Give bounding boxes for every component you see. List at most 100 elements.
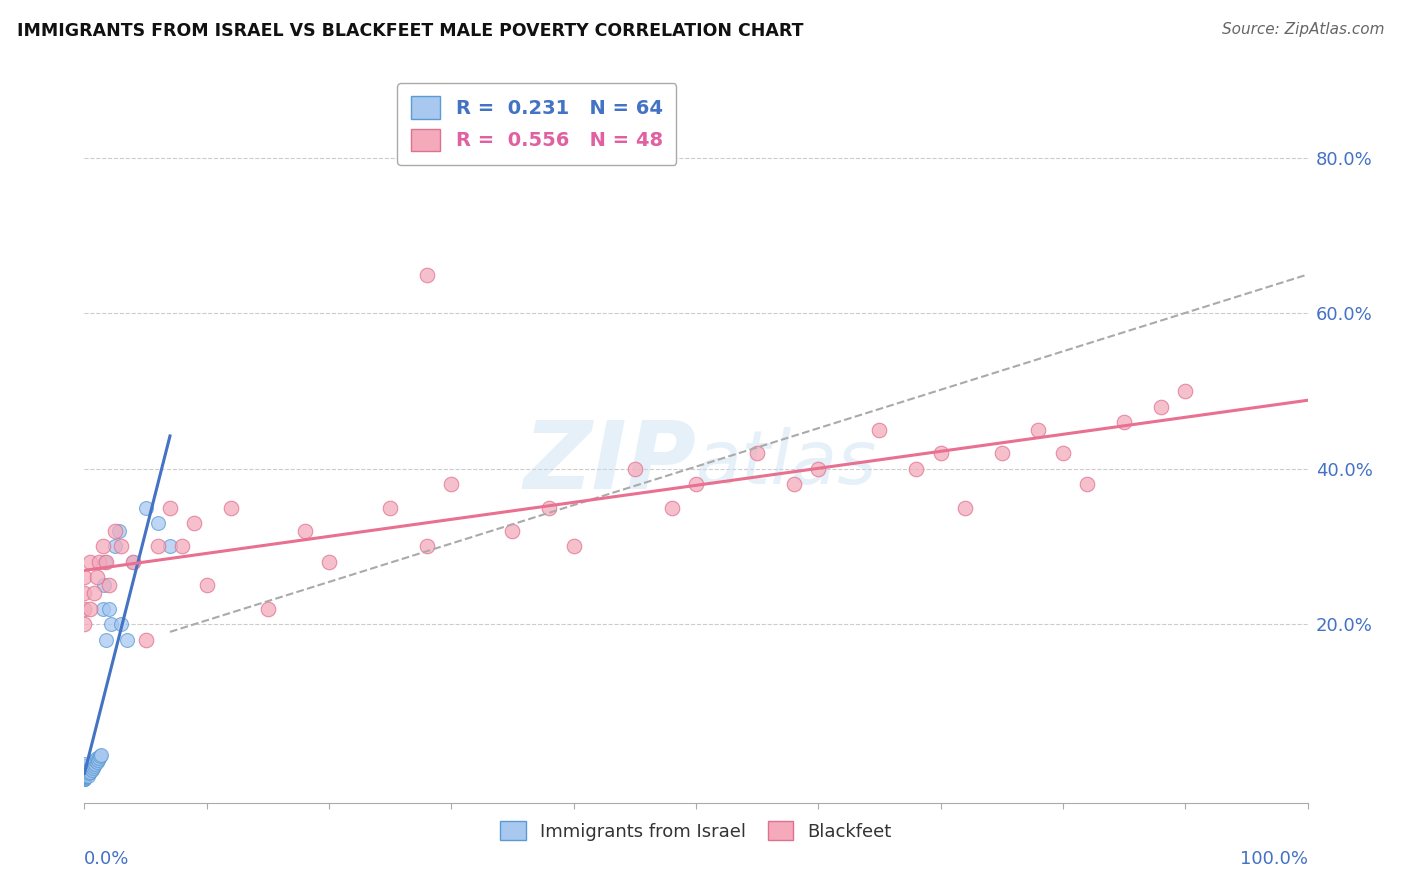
Point <box>380 500 402 515</box>
Point <box>79 601 101 615</box>
Point <box>1028 423 1050 437</box>
Point <box>73 770 96 784</box>
Point <box>440 477 463 491</box>
Point <box>953 500 976 515</box>
Point <box>538 500 561 515</box>
Point <box>83 758 105 772</box>
Point <box>783 477 806 491</box>
Point <box>318 555 340 569</box>
Point <box>93 578 115 592</box>
Point <box>159 500 181 515</box>
Point <box>73 570 96 584</box>
Point <box>73 586 96 600</box>
Point <box>84 753 107 767</box>
Point <box>77 769 100 783</box>
Point <box>73 768 96 782</box>
Point <box>110 540 132 554</box>
Point <box>73 767 96 781</box>
Point <box>79 555 101 569</box>
Point <box>73 764 96 779</box>
Point <box>94 555 117 569</box>
Point <box>146 540 169 554</box>
Point <box>73 772 96 787</box>
Point <box>135 500 157 515</box>
Point <box>929 446 952 460</box>
Point <box>104 524 127 538</box>
Point <box>107 524 129 538</box>
Point <box>624 461 647 475</box>
Point <box>685 477 707 491</box>
Point <box>73 771 96 785</box>
Point <box>97 601 120 615</box>
Point <box>991 446 1014 460</box>
Point <box>73 760 96 774</box>
Point <box>80 763 103 777</box>
Point <box>416 268 439 282</box>
Point <box>82 756 104 771</box>
Point <box>73 765 96 780</box>
Point <box>73 772 96 787</box>
Point <box>122 555 145 569</box>
Point <box>73 770 96 784</box>
Text: 100.0%: 100.0% <box>1240 850 1308 868</box>
Point <box>661 500 683 515</box>
Point <box>77 764 100 779</box>
Point <box>73 756 96 771</box>
Point <box>257 601 280 615</box>
Point <box>1150 400 1173 414</box>
Point <box>82 761 104 775</box>
Point <box>159 540 181 554</box>
Point <box>96 555 118 569</box>
Point <box>1174 384 1197 398</box>
Text: 0.0%: 0.0% <box>84 850 129 868</box>
Point <box>90 747 112 762</box>
Point <box>80 758 103 772</box>
Point <box>87 555 110 569</box>
Point <box>86 570 108 584</box>
Point <box>73 772 96 787</box>
Point <box>1114 415 1136 429</box>
Point <box>73 761 96 775</box>
Point <box>73 769 96 783</box>
Point <box>83 586 105 600</box>
Point <box>96 632 118 647</box>
Point <box>869 423 891 437</box>
Point <box>73 617 96 632</box>
Point <box>73 759 96 773</box>
Point <box>87 750 110 764</box>
Text: IMMIGRANTS FROM ISRAEL VS BLACKFEET MALE POVERTY CORRELATION CHART: IMMIGRANTS FROM ISRAEL VS BLACKFEET MALE… <box>17 22 803 40</box>
Point <box>84 756 107 771</box>
Point <box>747 446 769 460</box>
Point <box>91 540 114 554</box>
Point <box>73 764 96 778</box>
Point <box>115 632 138 647</box>
Point <box>79 764 101 779</box>
Point <box>807 461 830 475</box>
Point <box>73 763 96 777</box>
Point <box>79 761 101 775</box>
Point <box>73 764 96 779</box>
Point <box>110 617 132 632</box>
Point <box>73 768 96 782</box>
Point <box>97 578 120 592</box>
Point <box>73 763 96 777</box>
Legend: Immigrants from Israel, Blackfeet: Immigrants from Israel, Blackfeet <box>494 814 898 848</box>
Point <box>219 500 242 515</box>
Point <box>86 750 108 764</box>
Point <box>73 769 96 783</box>
Point <box>73 764 96 779</box>
Point <box>104 540 127 554</box>
Point <box>73 767 96 781</box>
Point <box>183 516 205 530</box>
Point <box>73 762 96 776</box>
Point <box>1076 477 1098 491</box>
Point <box>87 753 110 767</box>
Point <box>73 766 96 780</box>
Point <box>73 758 96 772</box>
Point <box>73 769 96 783</box>
Point <box>146 516 169 530</box>
Point <box>294 524 316 538</box>
Point <box>172 540 194 554</box>
Point <box>73 601 96 615</box>
Point <box>89 749 111 764</box>
